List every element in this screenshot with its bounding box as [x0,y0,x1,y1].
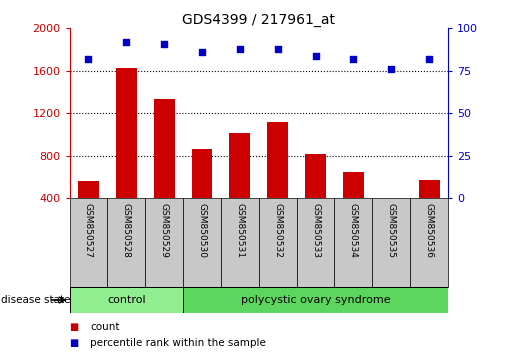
Text: disease state: disease state [1,295,71,305]
Bar [116,68,136,198]
Bar [70,287,183,313]
Text: GSM850527: GSM850527 [84,202,93,258]
Text: count: count [90,322,119,332]
Bar [372,198,410,287]
Bar [183,287,448,313]
Text: GSM850531: GSM850531 [235,202,244,258]
Bar [230,133,250,198]
Text: ■: ■ [70,338,79,348]
Point [349,56,357,62]
Bar [410,198,448,287]
Bar [343,172,364,198]
Bar [192,149,212,198]
Point [273,46,282,52]
Point [160,41,168,46]
Text: GSM850533: GSM850533 [311,202,320,258]
Text: GSM850532: GSM850532 [273,202,282,258]
Bar [381,198,402,204]
Bar [145,198,183,287]
Text: GSM850529: GSM850529 [160,202,168,258]
Point [84,56,93,62]
Point [387,66,396,72]
Text: GSM850536: GSM850536 [425,202,434,258]
Point [236,46,244,52]
Title: GDS4399 / 217961_at: GDS4399 / 217961_at [182,13,335,27]
Point [122,39,130,45]
Bar [305,154,326,198]
Bar [221,198,259,287]
Bar [419,180,439,198]
Text: percentile rank within the sample: percentile rank within the sample [90,338,266,348]
Text: GSM850530: GSM850530 [198,202,207,258]
Bar [335,198,372,287]
Bar [259,198,297,287]
Text: GSM850528: GSM850528 [122,202,131,258]
Text: GSM850535: GSM850535 [387,202,396,258]
Bar [78,181,99,198]
Bar [267,122,288,198]
Text: control: control [107,295,146,305]
Point [312,53,320,58]
Text: ■: ■ [70,322,79,332]
Bar [297,198,335,287]
Text: polycystic ovary syndrome: polycystic ovary syndrome [241,295,390,305]
Bar [154,99,175,198]
Text: GSM850534: GSM850534 [349,202,358,258]
Point [198,49,206,55]
Bar [107,198,145,287]
Bar [70,198,107,287]
Bar [183,198,221,287]
Point [425,56,433,62]
